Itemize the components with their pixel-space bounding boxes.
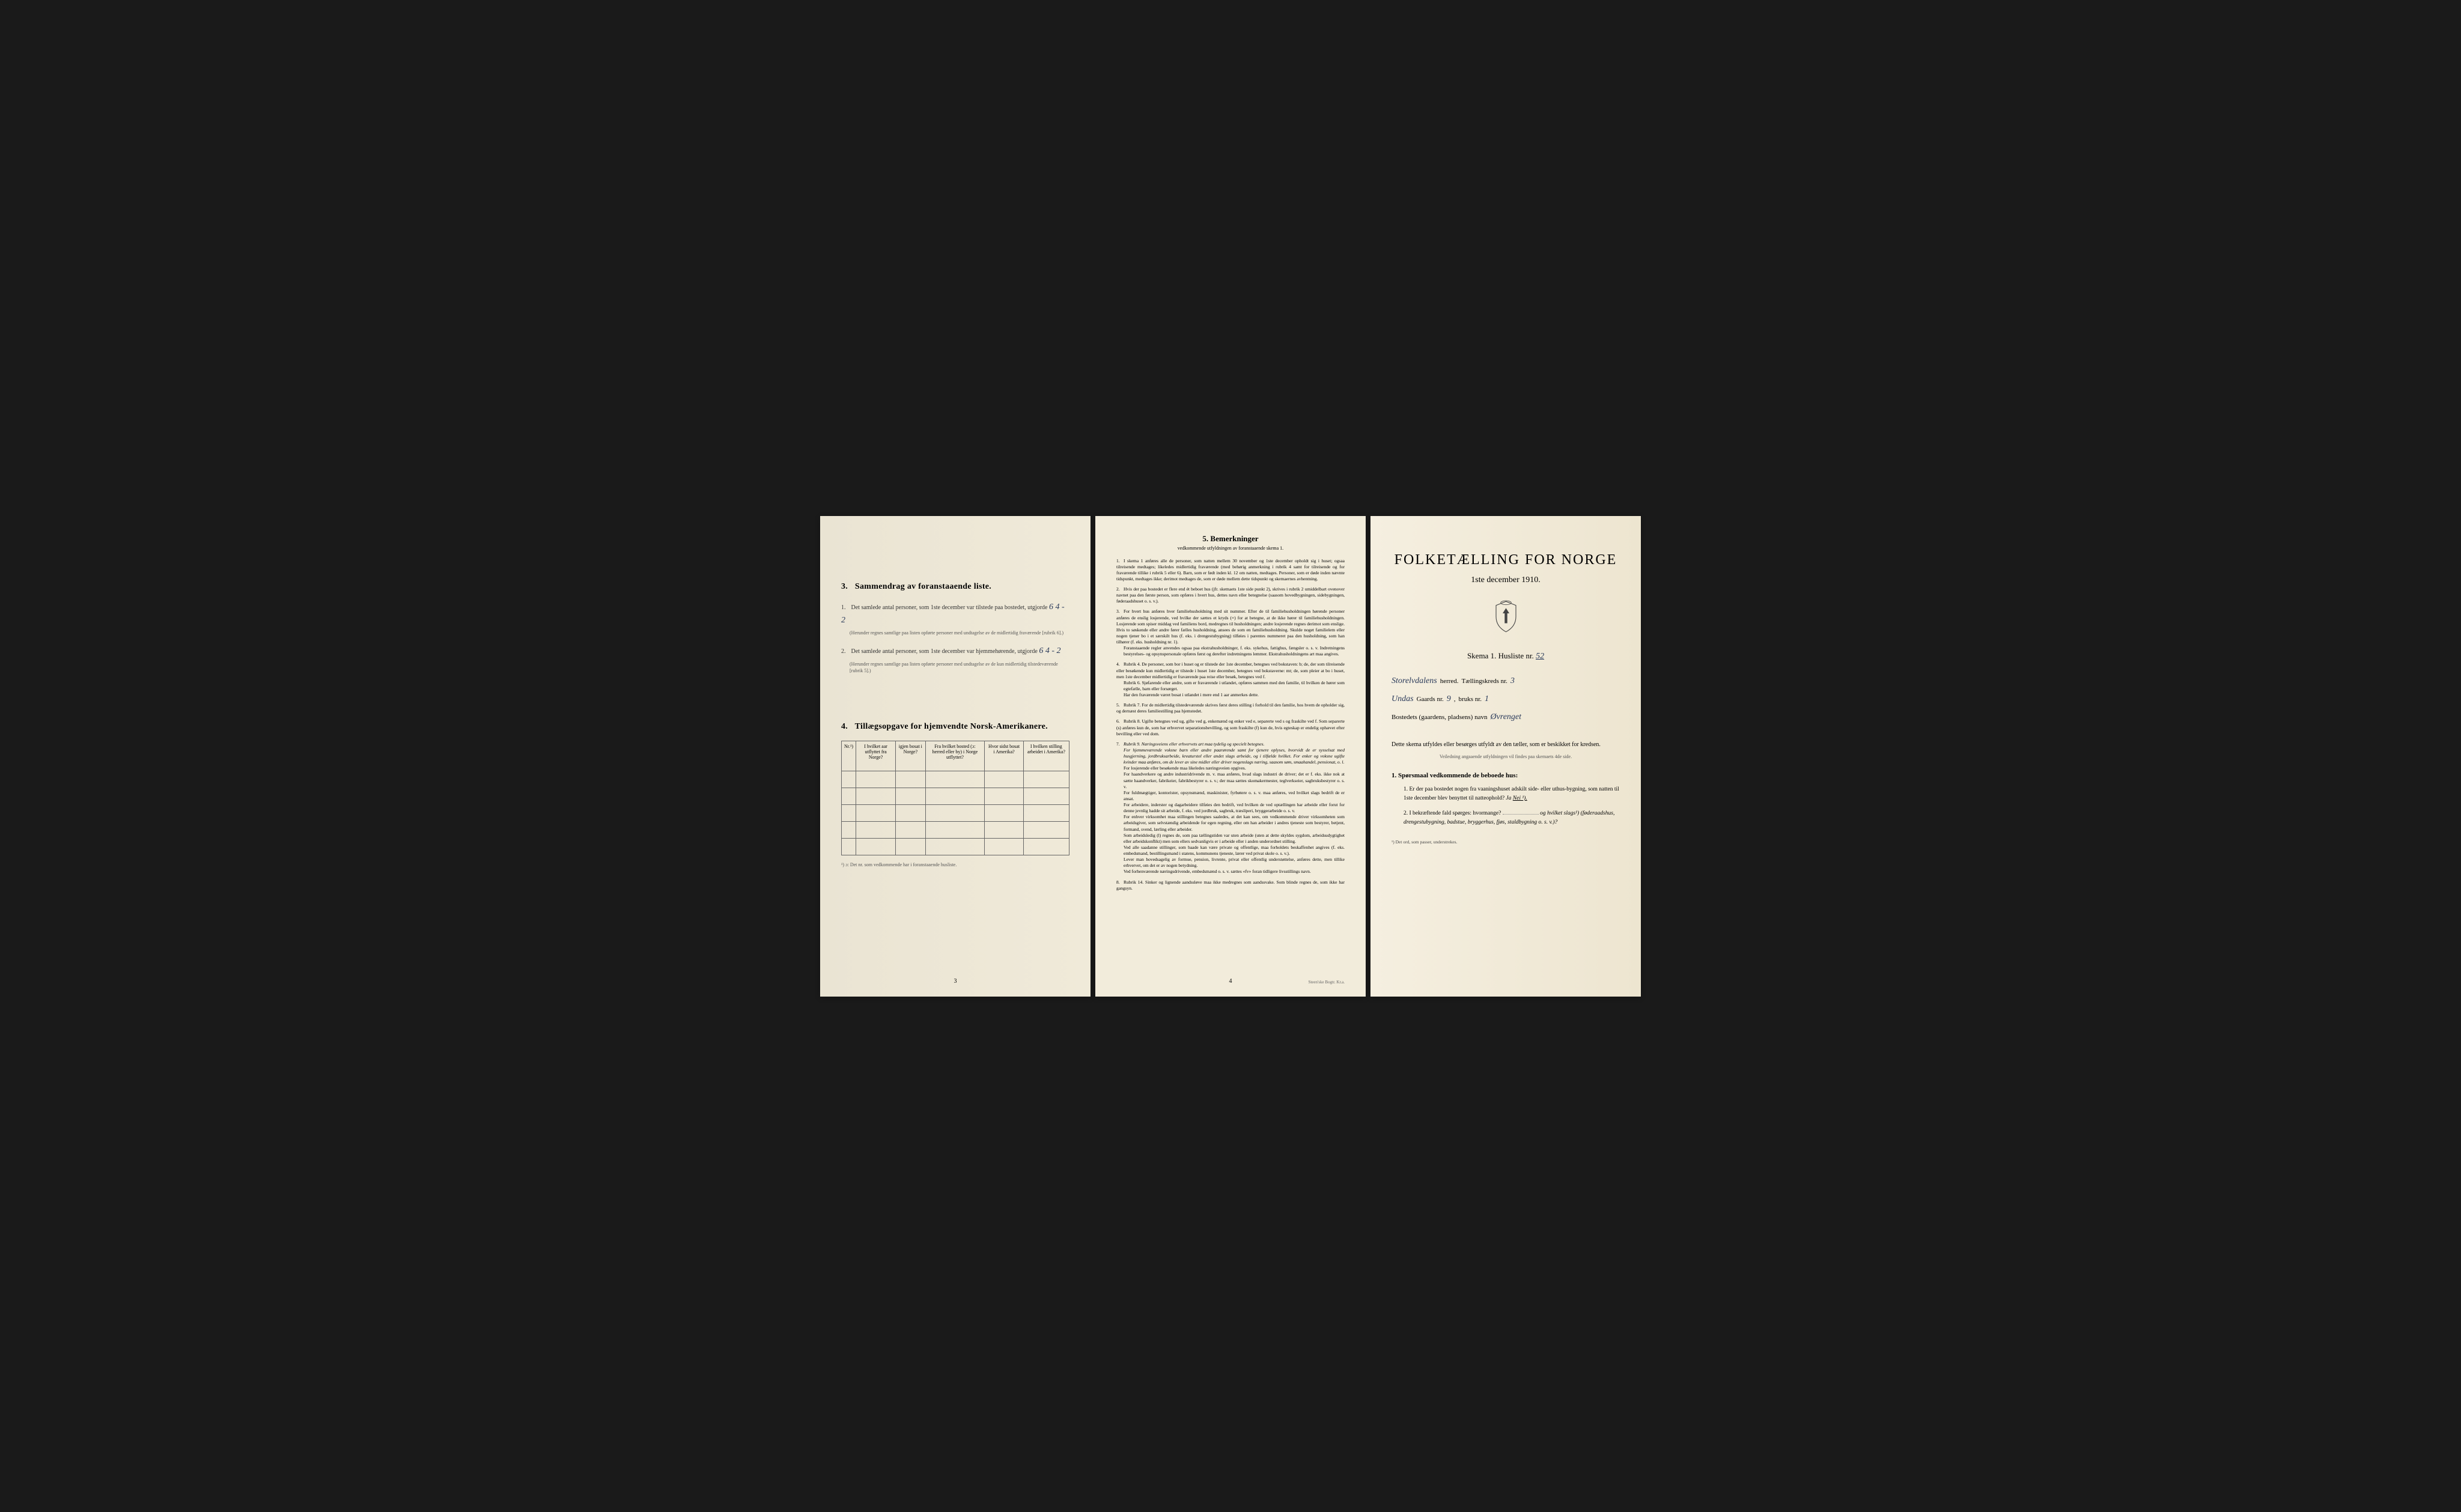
footnote: ¹) Det ord, som passer, understrekes.: [1392, 839, 1620, 845]
page-1: 3. Sammendrag av foranstaaende liste. 1.…: [820, 516, 1091, 997]
table-header: I hvilken stilling arbeidet i Amerika?: [1023, 741, 1069, 771]
table-header: Fra hvilket bosted (ɔ: herred eller by) …: [925, 741, 985, 771]
item-2: 2. Det samlede antal personer, som 1ste …: [841, 645, 1069, 674]
spm-1: 1. Er der paa bostedet nogen fra vaaning…: [1404, 785, 1620, 803]
skema-line: Skema 1. Husliste nr. 52: [1392, 651, 1620, 661]
bosted-field: Bostedets (gaardens, pladsens) navn Øvre…: [1392, 712, 1620, 722]
table-row: [842, 822, 1069, 839]
printer-mark: Steen'ske Bogtr. Kr.a.: [1308, 980, 1345, 985]
amerika-table: Nr.¹) I hvilket aar utflyttet fra Norge?…: [841, 741, 1069, 855]
info-text-2: Veiledning angaaende utfyldningen vil fi…: [1392, 753, 1620, 760]
page-number: 3: [954, 978, 957, 985]
spm-2: 2. I bekræftende fald spørges: hvormange…: [1404, 809, 1620, 827]
table-row: [842, 771, 1069, 788]
bemerkninger-title: 5. Bemerkninger: [1116, 534, 1345, 544]
page-2: 5. Bemerkninger vedkommende utfyldningen…: [1095, 516, 1366, 997]
table-row: [842, 839, 1069, 855]
table-header: igjen bosat i Norge?: [896, 741, 925, 771]
table-footnote: ¹) ɔ: Det nr. som vedkommende har i fora…: [841, 861, 1069, 868]
spm-title: 1. Spørsmaal vedkommende de beboede hus:: [1392, 772, 1620, 779]
handwritten-value-2: 6 4 - 2: [1039, 646, 1060, 655]
coat-of-arms-icon: [1392, 600, 1620, 636]
info-text: Dette skema utfyldes eller besørges utfy…: [1392, 740, 1620, 750]
bemerkninger-subtitle: vedkommende utfyldningen av foranstaaend…: [1116, 545, 1345, 551]
table-row: [842, 788, 1069, 805]
husliste-nr: 52: [1536, 652, 1544, 661]
table-header: Hvor sidst bosat i Amerika?: [985, 741, 1023, 771]
date-line: 1ste december 1910.: [1392, 575, 1620, 585]
herred-field: Storelvdalens herred. Tællingskreds nr. …: [1392, 676, 1620, 686]
table-header: I hvilket aar utflyttet fra Norge?: [856, 741, 896, 771]
table-row: [842, 805, 1069, 822]
section-3-title: 3. Sammendrag av foranstaaende liste.: [841, 582, 1069, 592]
main-title: FOLKETÆLLING FOR NORGE: [1392, 552, 1620, 568]
gaards-field: Undas Gaards nr. 9, bruks nr. 1: [1392, 694, 1620, 704]
page-3: FOLKETÆLLING FOR NORGE 1ste december 191…: [1370, 516, 1641, 997]
page-number: 4: [1229, 978, 1232, 985]
item-1: 1. Det samlede antal personer, som 1ste …: [841, 601, 1069, 637]
table-header: Nr.¹): [842, 741, 856, 771]
section-4-title: 4. Tillægsopgave for hjemvendte Norsk-Am…: [841, 722, 1069, 732]
remarks-list: 1.I skema 1 anføres alle de personer, so…: [1116, 558, 1345, 891]
document-spread: 3. Sammendrag av foranstaaende liste. 1.…: [820, 516, 1641, 997]
